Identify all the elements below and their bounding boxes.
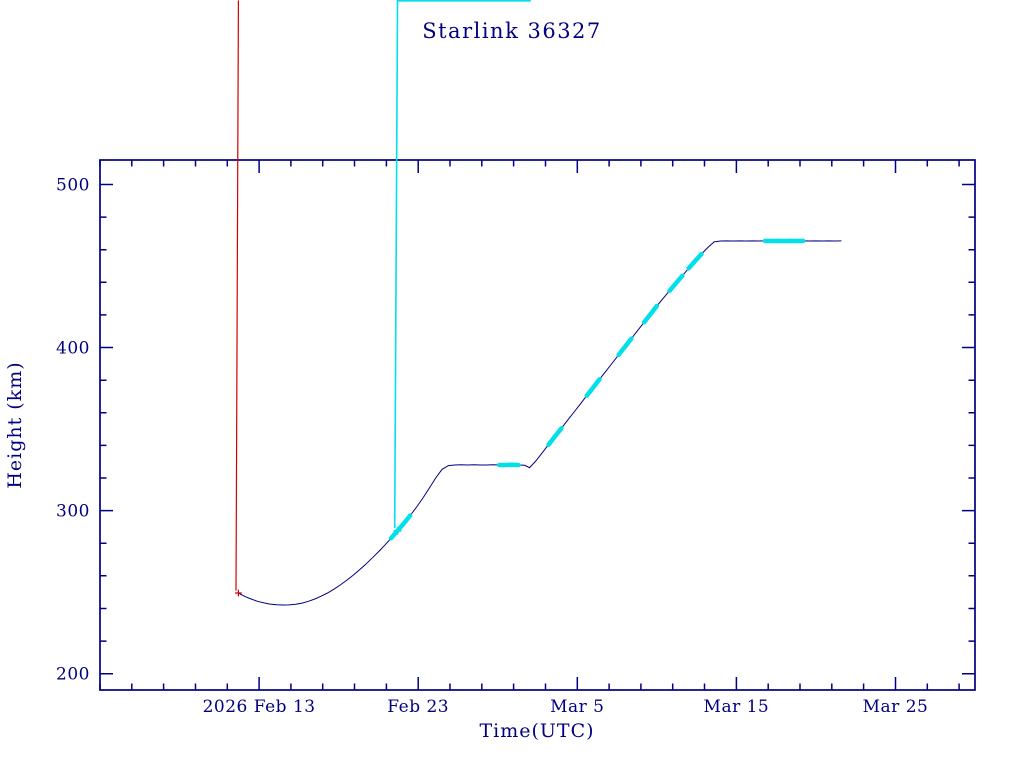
x-tick-label-0: 2026 Feb 13 bbox=[203, 697, 316, 717]
y-tick-label-2: 400 bbox=[56, 338, 90, 358]
x-tick-label-1: Feb 23 bbox=[387, 697, 449, 717]
highlight-segment-2 bbox=[546, 426, 564, 447]
x-tick-label-3: Mar 15 bbox=[704, 697, 770, 717]
x-axis-label: Time(UTC) bbox=[479, 720, 595, 742]
plot-box bbox=[99, 159, 976, 691]
data-point-markers bbox=[235, 0, 242, 597]
chart-title: Starlink 36327 bbox=[422, 19, 602, 43]
highlight-segment-6 bbox=[667, 273, 685, 294]
highlight-segment-7 bbox=[686, 251, 704, 271]
y-tick-label-3: 500 bbox=[56, 175, 90, 195]
height-curve bbox=[238, 240, 842, 606]
highlight-markers bbox=[393, 0, 531, 535]
y-tick-label-1: 300 bbox=[56, 502, 90, 522]
highlight-segment-0 bbox=[388, 513, 413, 541]
x-tick-label-2: Mar 5 bbox=[550, 697, 604, 717]
highlight-segment-5 bbox=[641, 303, 660, 325]
highlight-segment-4 bbox=[616, 336, 634, 358]
y-tick-label-0: 200 bbox=[56, 665, 90, 685]
axis-ticks bbox=[99, 160, 975, 690]
x-tick-label-4: Mar 25 bbox=[863, 697, 929, 717]
highlight-segment-3 bbox=[584, 377, 602, 398]
